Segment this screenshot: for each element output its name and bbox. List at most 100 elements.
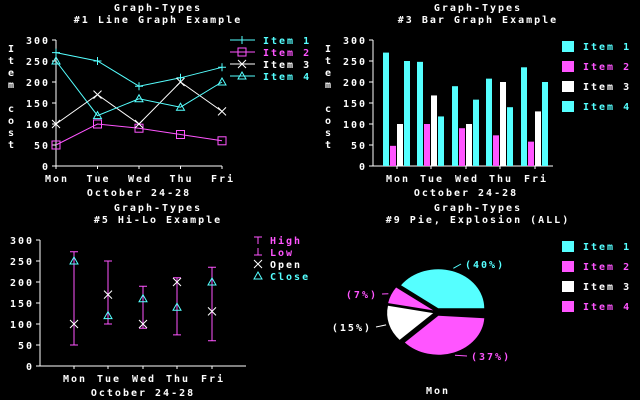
- legend-label: Item 1: [583, 42, 631, 53]
- y-tick-label: 100: [343, 120, 367, 131]
- data-point: [218, 63, 226, 72]
- y-tick-label: 150: [26, 99, 50, 110]
- bar: [459, 128, 465, 166]
- series-item-3: [51, 77, 227, 129]
- x-tick-label: Thu: [166, 374, 190, 385]
- pie-leader-line: [375, 324, 387, 328]
- y-tick-label: 50: [18, 341, 34, 352]
- x-tick-label: Tue: [86, 174, 110, 185]
- y-tick-label: 0: [42, 162, 50, 173]
- pie-slice-label: (40%): [465, 260, 505, 271]
- legend-label: Item 3: [263, 60, 311, 71]
- data-point: [93, 119, 102, 129]
- chart-title: Graph-Types: [114, 3, 202, 14]
- open-marker: [172, 277, 182, 287]
- legend-label: Item 3: [583, 282, 631, 293]
- legend-marker: [254, 248, 262, 256]
- chart-subtitle: #5 Hi-Lo Example: [94, 214, 222, 226]
- x-tick-label: Thu: [169, 174, 193, 185]
- pie-category-label: Mon: [426, 386, 450, 397]
- bar: [507, 107, 513, 166]
- data-point: [52, 48, 60, 57]
- x-tick-label: Tue: [420, 174, 444, 185]
- y-tick-label: 50: [351, 141, 367, 152]
- bar: [486, 78, 492, 166]
- pie-slice-label: (7%): [346, 290, 378, 301]
- open-marker: [207, 307, 217, 316]
- data-point: [217, 136, 227, 146]
- bar: [431, 95, 437, 166]
- y-tick-label: 200: [10, 278, 34, 289]
- data-point: [134, 93, 144, 103]
- legend-label: Item 1: [263, 36, 311, 47]
- hi-lo-bar: [70, 251, 78, 346]
- bar: [535, 111, 541, 166]
- x-tick-label: Fri: [201, 373, 225, 385]
- hi-lo-bar: [173, 277, 181, 336]
- close-marker: [207, 276, 217, 286]
- series-line: [55, 60, 223, 117]
- legend-marker: [254, 236, 262, 244]
- legend-swatch: [562, 61, 574, 72]
- legend-label: Item 3: [583, 82, 631, 93]
- y-tick-label: 250: [26, 57, 50, 68]
- chart-title: Graph-Types: [434, 203, 522, 214]
- y-tick-label: 150: [343, 99, 367, 110]
- x-tick-label: Fri: [211, 173, 235, 185]
- data-point: [176, 130, 185, 139]
- x-tick-label: Thu: [489, 174, 513, 185]
- series-item-4: [51, 55, 227, 120]
- bar: [493, 135, 499, 166]
- y-tick-label: 300: [10, 236, 34, 247]
- x-tick-label: Mon: [63, 374, 87, 385]
- bar: [473, 99, 479, 166]
- data-point: [93, 57, 102, 65]
- pie-slice-label: (15%): [332, 323, 372, 334]
- pie-chart: Graph-Types#9 Pie, Explosion (ALL) (40%) (…: [332, 203, 631, 397]
- legend-label: Item 1: [583, 242, 631, 253]
- legend-swatch: [562, 81, 574, 92]
- legend-label: Item 2: [263, 48, 311, 59]
- legend-marker: [237, 70, 247, 80]
- legend-swatch: [562, 41, 574, 52]
- y-tick-label: 0: [359, 162, 367, 173]
- legend-label: Low: [270, 248, 294, 259]
- legend-marker: [253, 259, 263, 269]
- x-tick-label: Tue: [97, 374, 121, 385]
- bar: [404, 61, 410, 166]
- y-tick-label: 250: [343, 57, 367, 68]
- close-marker: [103, 310, 113, 320]
- legend-label: Item 2: [583, 262, 631, 273]
- bar: [542, 82, 548, 166]
- x-tick-label: Mon: [386, 174, 410, 185]
- series-line: [55, 123, 223, 146]
- open-marker: [103, 290, 113, 299]
- data-point: [51, 55, 61, 65]
- legend-swatch: [562, 301, 574, 312]
- data-point: [93, 90, 102, 99]
- legend-marker: [253, 270, 263, 280]
- axis-lines: [55, 40, 222, 167]
- legend-label: High: [270, 235, 302, 247]
- bar: [417, 61, 423, 167]
- legend-marker: [237, 47, 247, 57]
- y-tick-label: 100: [10, 320, 34, 331]
- chart-subtitle: #1 Line Graph Example: [74, 14, 242, 26]
- legend-swatch: [562, 241, 574, 252]
- data-point: [135, 82, 143, 91]
- x-axis-label: October 24-28: [414, 188, 518, 199]
- close-marker: [138, 293, 148, 303]
- x-axis-label: October 24-28: [87, 188, 191, 199]
- chart-subtitle: #9 Pie, Explosion (ALL): [386, 214, 570, 226]
- data-point: [176, 77, 185, 87]
- bar: [383, 52, 389, 166]
- line-graph-chart: Graph-Types#1 Line Graph Example 0 50 100 15…: [8, 3, 311, 199]
- legend-swatch: [562, 261, 574, 272]
- bar: [424, 124, 430, 166]
- bar: [452, 86, 458, 166]
- legend-marker: [238, 36, 246, 44]
- bar-graph-chart: Graph-Types#3 Bar Graph Example 0 50 100 150…: [325, 3, 631, 199]
- y-tick-label: 50: [34, 141, 50, 152]
- pie-leader-line: [454, 354, 468, 357]
